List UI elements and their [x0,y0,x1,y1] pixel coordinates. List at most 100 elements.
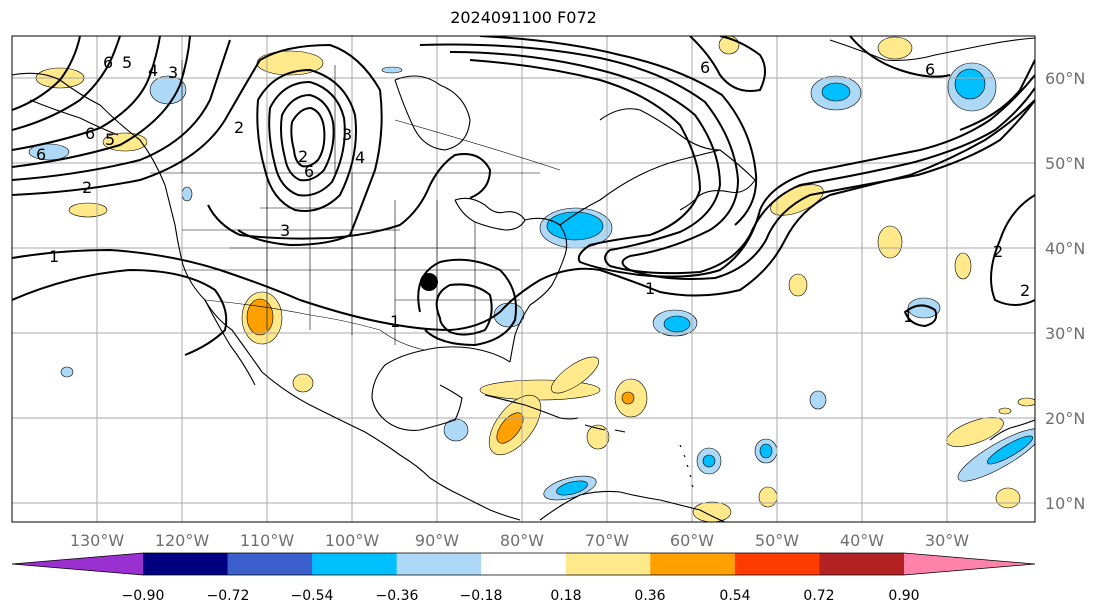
contour-label: 6 [36,145,46,164]
negative-anomaly [28,143,70,161]
colorbar-tick: 0.18 [550,588,581,604]
positive-anomaly [877,36,913,60]
lat-tick: 10°N [1045,494,1085,513]
lat-tick: 50°N [1045,154,1085,173]
positive-anomaly [692,501,732,522]
lon-tick: 30°W [925,531,969,550]
contour-label: 2 [82,178,92,197]
negative-anomaly [809,390,827,410]
colorbar-tick: −0.54 [291,588,334,604]
contour-label: 1 [390,312,400,331]
colorbar-segment [734,553,820,575]
colorbar-tick: 0.90 [888,588,919,604]
positive-anomaly [621,391,635,405]
colorbar-extend-low [12,553,143,575]
contour-label: 4 [148,61,158,80]
colorbar-segment [143,553,229,575]
contour-label: 5 [122,53,132,72]
lon-tick: 130°W [70,531,125,550]
colorbar-tick: 0.72 [803,588,834,604]
lat-tick: 20°N [1045,409,1085,428]
positive-anomaly [479,379,601,401]
colorbar-tick: −0.36 [376,588,419,604]
lon-tick: 90°W [415,531,459,550]
positive-anomaly [1017,397,1035,407]
negative-anomaly [546,211,604,241]
contour-labels: 6 5 4 3 2 6 6 5 2 3 2 4 6 3 1 1 1 1 2 2 … [36,53,1030,331]
negative-anomaly [759,443,773,459]
colorbar-extend-high [904,553,1035,575]
positive-anomaly [954,252,972,280]
lat-tick: 40°N [1045,239,1085,258]
lon-tick: 110°W [240,531,295,550]
lon-tick-labels: 130°W 120°W 110°W 100°W 90°W 80°W 70°W 6… [70,531,969,550]
negative-anomaly [702,454,716,468]
positive-anomaly [551,356,599,394]
negative-anomaly [556,480,588,496]
contour-label: 6 [700,58,710,77]
contour-label: 3 [280,221,290,240]
contour-label: 6 [925,60,935,79]
colorbar-segment [650,553,736,575]
colorbar-tick: −0.90 [122,588,165,604]
lon-tick: 50°W [755,531,799,550]
contour-label: 5 [105,130,115,149]
contour-label: 2 [1020,281,1030,300]
contour-label: 2 [234,118,244,137]
lon-tick: 100°W [325,531,380,550]
shading-layer [28,36,1035,522]
lat-tick-labels: 60°N 50°N 40°N 30°N 20°N 10°N [1045,69,1085,513]
colorbar-segment [396,553,482,575]
positive-anomaly [292,373,314,393]
positive-anomaly [496,412,524,444]
colorbar [11,552,1036,576]
colorbar-outline [11,552,1036,576]
colorbar-segment [565,553,651,575]
colorbar-segment [227,553,313,575]
positive-anomaly [998,407,1012,415]
map-frame [11,35,1036,523]
lon-tick: 120°W [155,531,210,550]
positive-anomaly [758,486,778,508]
lon-tick: 40°W [840,531,884,550]
contour-label: 6 [304,162,314,181]
negative-anomaly [663,315,691,333]
negative-anomaly [181,186,193,202]
positive-anomaly [995,487,1021,509]
colorbar-tick: 0.54 [719,588,750,604]
contour-label: 3 [168,63,178,82]
contour-label: 6 [85,124,95,143]
coastlines [12,37,1035,522]
contour-label: 1 [645,279,655,298]
colorbar-tick: 0.36 [634,588,665,604]
negative-anomaly [821,82,851,102]
colorbar-segment [481,553,567,575]
negative-anomaly [60,366,74,378]
contour-label: 1 [49,247,59,266]
positive-anomaly [246,298,274,336]
contour-label: 6 [103,53,113,72]
chart-title: 2024091100 F072 [450,8,597,27]
lon-tick: 70°W [585,531,629,550]
negative-anomaly [907,297,941,319]
contour-label: 2 [298,147,308,166]
lat-tick: 30°N [1045,324,1085,343]
positive-anomaly [256,50,324,76]
positive-anomaly [877,225,903,259]
negative-anomaly [954,68,986,100]
contour-lines [12,36,1035,356]
lon-tick: 80°W [500,531,544,550]
colorbar-segment [312,553,398,575]
negative-anomaly [986,435,1034,465]
contour-label: 3 [342,125,352,144]
lat-tick: 60°N [1045,69,1085,88]
contour-label: 2 [993,242,1003,261]
positive-anomaly [788,273,808,297]
positive-anomaly [68,202,108,218]
contour-label: 4 [355,148,365,167]
colorbar-segment [819,553,905,575]
negative-anomaly [381,66,403,74]
contour-label: 1 [903,307,913,326]
colorbar-tick: −0.72 [207,588,250,604]
